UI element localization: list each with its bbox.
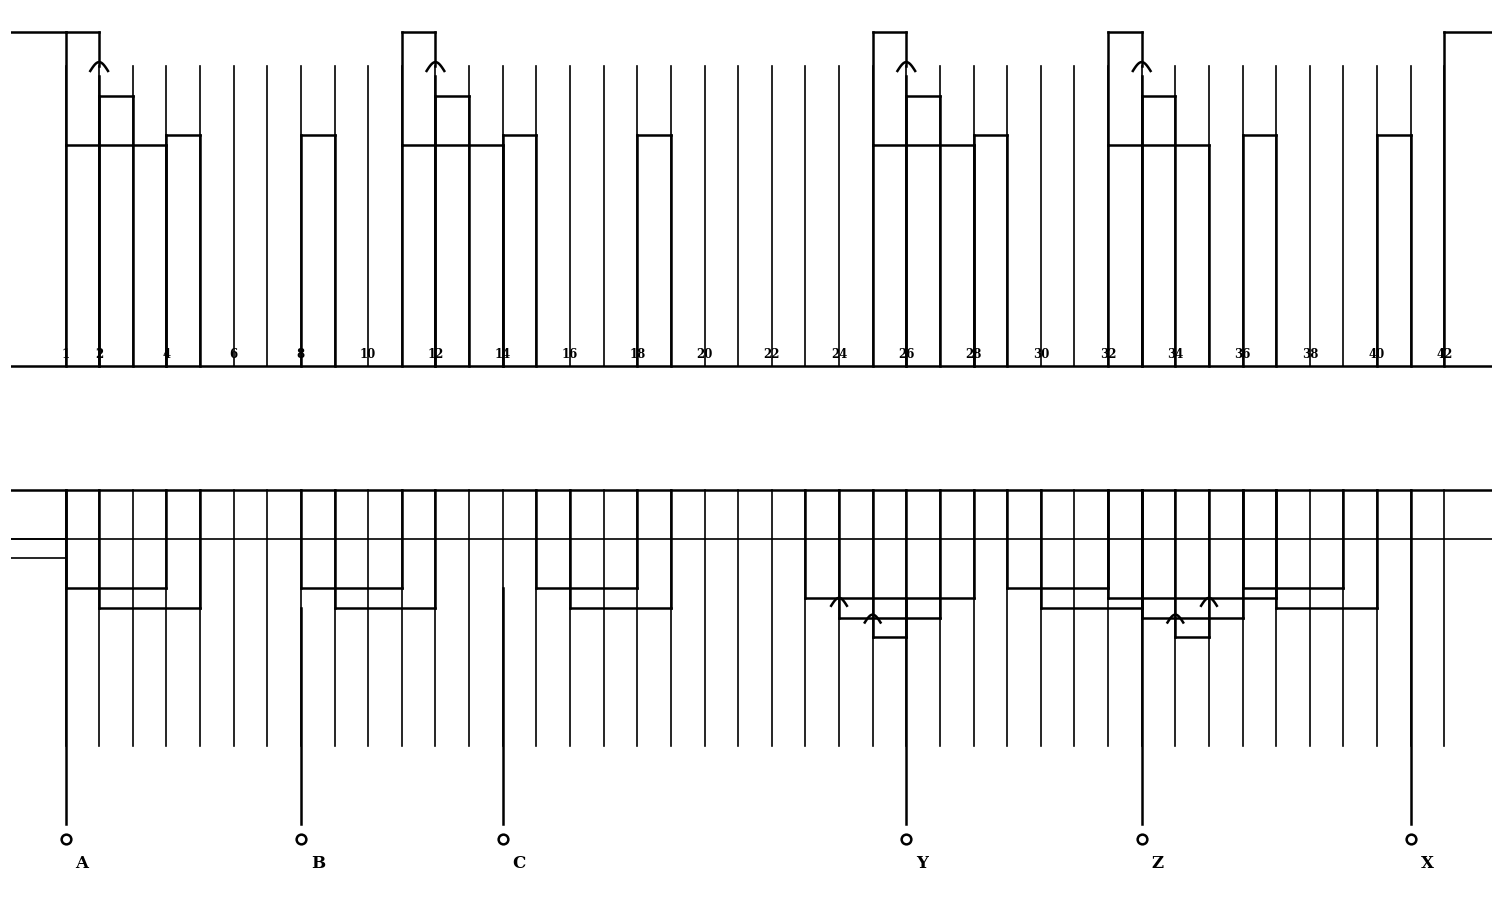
- Text: 34: 34: [1168, 347, 1183, 360]
- Text: 10: 10: [361, 347, 376, 360]
- Text: 22: 22: [764, 347, 780, 360]
- Text: 32: 32: [1100, 347, 1117, 360]
- Text: 28: 28: [965, 347, 981, 360]
- Text: Y: Y: [917, 856, 927, 872]
- Text: 14: 14: [494, 347, 511, 360]
- Text: X: X: [1420, 856, 1434, 872]
- Text: 30: 30: [1033, 347, 1049, 360]
- Text: 24: 24: [831, 347, 848, 360]
- Text: 38: 38: [1302, 347, 1318, 360]
- Text: 20: 20: [696, 347, 712, 360]
- Text: 40: 40: [1369, 347, 1386, 360]
- Text: 12: 12: [427, 347, 443, 360]
- Text: 26: 26: [899, 347, 914, 360]
- Text: 2: 2: [95, 347, 104, 360]
- Text: A: A: [75, 856, 89, 872]
- Text: 42: 42: [1437, 347, 1452, 360]
- Text: 18: 18: [630, 347, 645, 360]
- Text: 1: 1: [62, 347, 69, 360]
- Text: B: B: [311, 856, 325, 872]
- Text: 6: 6: [230, 347, 237, 360]
- Text: 4: 4: [162, 347, 170, 360]
- Text: 8: 8: [298, 347, 305, 360]
- Text: C: C: [513, 856, 526, 872]
- Text: 36: 36: [1234, 347, 1250, 360]
- Text: Z: Z: [1151, 856, 1163, 872]
- Text: 16: 16: [562, 347, 579, 360]
